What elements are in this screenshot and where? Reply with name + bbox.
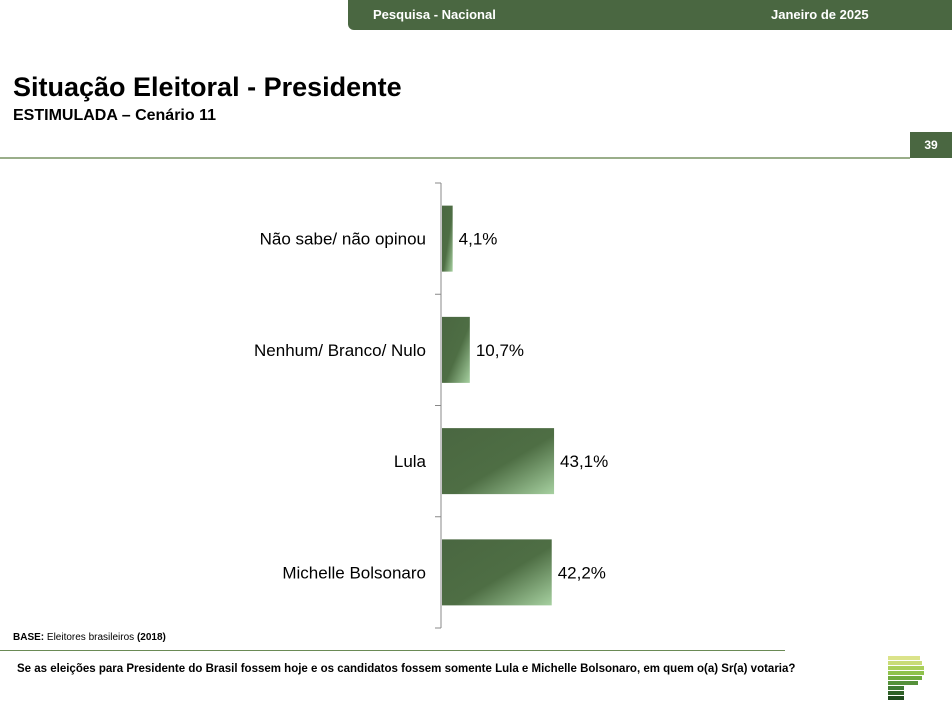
data-label: 4,1% [459, 230, 498, 249]
bar [442, 539, 552, 606]
divider [0, 157, 910, 159]
brand-logo-icon [888, 656, 924, 700]
bar [442, 316, 470, 383]
base-year: (2018) [136, 632, 166, 643]
page-title: Situação Eleitoral - Presidente [13, 72, 402, 102]
category-label: Michelle Bolsonaro [282, 563, 426, 582]
base-label: BASE: [13, 632, 45, 643]
data-label: 43,1% [560, 452, 608, 471]
bar [442, 428, 555, 495]
base-text: Eleitores brasileiros [44, 632, 137, 643]
data-label: 10,7% [476, 341, 524, 360]
footer-divider [0, 650, 785, 651]
category-label: Nenhum/ Branco/ Nulo [254, 341, 426, 360]
data-label: 42,2% [558, 563, 606, 582]
survey-question: Se as eleições para Presidente do Brasil… [17, 663, 796, 675]
survey-date: Janeiro de 2025 [771, 7, 869, 22]
header-bar: Pesquisa - Nacional Janeiro de 2025 [348, 0, 952, 30]
base-note: BASE: Eleitores brasileiros (2018) [13, 632, 166, 643]
category-label: Não sabe/ não opinou [260, 230, 426, 249]
page-subtitle: ESTIMULADA – Cenário 11 [13, 107, 217, 124]
page-number: 39 [910, 132, 952, 158]
bar [442, 205, 453, 272]
survey-name: Pesquisa - Nacional [373, 7, 496, 22]
category-label: Lula [394, 452, 427, 471]
